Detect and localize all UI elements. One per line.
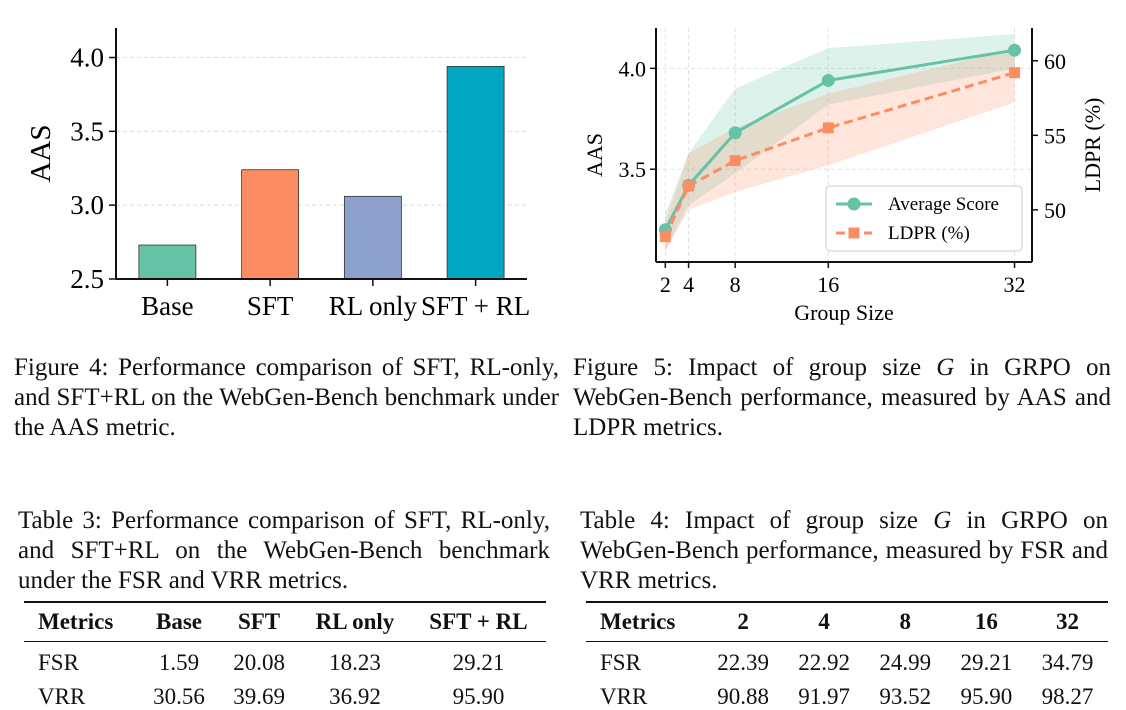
ldpr-line bbox=[663, 71, 1015, 238]
table-4-caption-after: in GRPO on WebGen-Bench performance, mea… bbox=[580, 507, 1108, 594]
figure-5-caption: Figure 5: Impact of group size G in GRPO… bbox=[573, 353, 1111, 443]
table-cell: 20.08 bbox=[233, 650, 285, 675]
legend-marker bbox=[848, 227, 860, 239]
table-4-header-cell: Metrics bbox=[600, 609, 676, 634]
y-tick-label: 3.5 bbox=[70, 116, 104, 146]
ldpr-point bbox=[683, 180, 695, 192]
table-cell: 95.90 bbox=[452, 684, 505, 709]
x-tick-label: 32 bbox=[1004, 272, 1026, 297]
table-cell: FSR bbox=[38, 650, 79, 675]
x-tick-label: 16 bbox=[817, 272, 839, 297]
figure-4-caption: Figure 4: Performance comparison of SFT,… bbox=[14, 354, 559, 441]
average-score-point bbox=[1008, 43, 1022, 57]
table-3-header-cell: SFT bbox=[237, 609, 281, 634]
table-3-header-cell: RL only bbox=[315, 609, 395, 634]
table-3-caption: Table 3: Performance comparison of SFT, … bbox=[18, 507, 550, 594]
average-score-point bbox=[821, 73, 835, 87]
x-tick-label: SFT + RL bbox=[421, 291, 530, 321]
x-tick-label: 8 bbox=[730, 272, 741, 297]
ldpr-point bbox=[659, 231, 671, 243]
bar bbox=[241, 169, 300, 280]
table-4: Metrics 2 4 8 16 32 FSR 22.39 22.92 24.9… bbox=[586, 601, 1108, 710]
ldpr-point bbox=[729, 155, 741, 167]
figure-4-bar-chart: 2.5 3.0 3.5 4.0 Base SFT RL only SFT + RL AAS bbox=[25, 28, 530, 321]
legend-marker bbox=[847, 197, 861, 211]
y-tick-label: 3.0 bbox=[70, 190, 104, 220]
ldpr-point bbox=[1009, 67, 1021, 79]
figure-5-caption-before: Figure 5: Impact of group size bbox=[573, 354, 937, 381]
table-3-header-cell: Metrics bbox=[38, 609, 114, 634]
table-cell: 95.90 bbox=[960, 684, 1013, 709]
bar bbox=[138, 244, 197, 280]
figure-5-caption-var: G bbox=[936, 354, 955, 381]
ldpr-point bbox=[822, 122, 834, 134]
table-4-header-cell: 32 bbox=[1055, 609, 1079, 634]
table-4-header-cell: 4 bbox=[818, 609, 830, 634]
y-axis-label: AAS bbox=[582, 133, 607, 177]
table-4-header-cell: 2 bbox=[737, 609, 749, 634]
table-cell: 22.92 bbox=[798, 650, 851, 675]
table-cell: 30.56 bbox=[153, 684, 205, 709]
legend-box bbox=[825, 185, 1023, 252]
table-cell: 90.88 bbox=[717, 684, 769, 709]
x-tick-label: 2 bbox=[660, 272, 671, 297]
table-cell: FSR bbox=[600, 650, 641, 675]
table-row: VRR 90.88 91.97 93.52 95.90 98.27 bbox=[586, 676, 1108, 710]
x-axis-label: Group Size bbox=[794, 300, 894, 325]
y-tick-label: 2.5 bbox=[70, 264, 104, 294]
average-score-band bbox=[665, 34, 1015, 250]
average-score-point bbox=[728, 126, 742, 140]
table-4-caption-before: Table 4: Impact of group size bbox=[580, 507, 934, 534]
x-tick-label: Base bbox=[141, 291, 194, 321]
table-3-header-cell: SFT + RL bbox=[429, 609, 528, 634]
table-cell: 18.23 bbox=[329, 650, 381, 675]
table-row: FSR 22.39 22.92 24.99 29.21 34.79 bbox=[586, 642, 1108, 677]
bar bbox=[446, 65, 505, 280]
x-tick-label: 4 bbox=[683, 272, 694, 297]
table-cell: 22.39 bbox=[717, 650, 769, 675]
table-cell: VRR bbox=[600, 684, 648, 709]
y-tick-label: 4.0 bbox=[70, 43, 104, 73]
table-cell: 29.21 bbox=[960, 650, 1013, 675]
table-cell: 1.59 bbox=[158, 650, 200, 675]
table-4-header-cell: 8 bbox=[899, 609, 912, 634]
table-3: Metrics Base SFT RL only SFT + RL FSR 1.… bbox=[24, 601, 546, 710]
table-cell: 29.21 bbox=[452, 650, 505, 675]
table-3-header-row: Metrics Base SFT RL only SFT + RL bbox=[24, 602, 546, 642]
table-4-header-row: Metrics 2 4 8 16 32 bbox=[586, 602, 1108, 642]
y-axis-label: AAS bbox=[25, 124, 57, 182]
table-4-header-cell: 16 bbox=[974, 609, 998, 634]
table-cell: 98.27 bbox=[1041, 684, 1094, 709]
y-tick-label: 3.5 bbox=[619, 157, 647, 182]
bar bbox=[343, 195, 402, 280]
legend-label: Average Score bbox=[888, 194, 999, 215]
table-3-header-cell: Base bbox=[156, 609, 203, 634]
table-4-caption: Table 4: Impact of group size G in GRPO … bbox=[580, 506, 1108, 596]
y2-tick-label: 60 bbox=[1044, 49, 1066, 74]
figure-5-caption-after: in GRPO on WebGen-Bench performance, mea… bbox=[573, 354, 1111, 441]
table-row: VRR 30.56 39.69 36.92 95.90 bbox=[24, 676, 546, 710]
table-cell: 34.79 bbox=[1041, 650, 1094, 675]
table-cell: 39.69 bbox=[233, 684, 285, 709]
y2-tick-label: 50 bbox=[1044, 198, 1066, 223]
y2-axis-label: LDPR (%) bbox=[1080, 98, 1105, 193]
y-tick-label: 4.0 bbox=[619, 56, 647, 81]
table-cell: 93.52 bbox=[879, 684, 932, 709]
table-row: FSR 1.59 20.08 18.23 29.21 bbox=[24, 642, 546, 677]
legend-label: LDPR (%) bbox=[888, 223, 970, 244]
y2-tick-label: 55 bbox=[1044, 123, 1066, 148]
table-cell: 91.97 bbox=[798, 684, 851, 709]
x-tick-label: SFT bbox=[247, 291, 294, 321]
table-cell: 36.92 bbox=[329, 684, 381, 709]
figure-5-line-chart: 2 4 8 16 32 Group Size 3.5 4.0 AAS 50 55 60 LDPR (%)… bbox=[582, 28, 1105, 325]
table-4-caption-var: G bbox=[933, 507, 952, 534]
table-cell: VRR bbox=[38, 684, 86, 709]
x-tick-label: RL only bbox=[329, 291, 418, 321]
table-cell: 24.99 bbox=[879, 650, 932, 675]
